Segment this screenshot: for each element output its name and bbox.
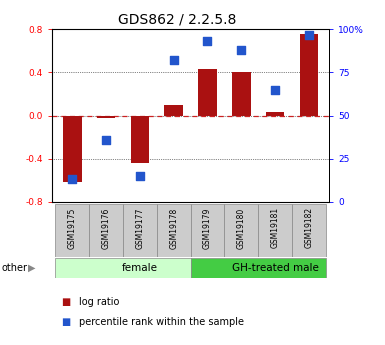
Text: other: other bbox=[2, 263, 28, 273]
Bar bbox=[232, 72, 251, 116]
Bar bbox=[97, 116, 116, 118]
Text: GSM19181: GSM19181 bbox=[271, 207, 280, 248]
Bar bbox=[300, 33, 318, 116]
Text: female: female bbox=[122, 263, 158, 273]
Text: GSM19180: GSM19180 bbox=[237, 207, 246, 248]
Bar bbox=[164, 105, 183, 116]
Point bbox=[69, 177, 75, 182]
Text: GSM19177: GSM19177 bbox=[136, 207, 144, 249]
Text: GSM19175: GSM19175 bbox=[68, 207, 77, 249]
Text: GSM19176: GSM19176 bbox=[102, 207, 110, 249]
Point bbox=[103, 137, 109, 142]
Bar bbox=[224, 204, 258, 257]
Text: log ratio: log ratio bbox=[79, 297, 119, 307]
Point bbox=[171, 58, 177, 63]
Text: GDS862 / 2.2.5.8: GDS862 / 2.2.5.8 bbox=[118, 12, 236, 26]
Text: ■: ■ bbox=[62, 317, 71, 327]
Bar bbox=[266, 112, 285, 116]
Bar bbox=[198, 69, 217, 116]
Point bbox=[272, 87, 278, 92]
Point bbox=[204, 39, 211, 44]
Bar bbox=[55, 204, 89, 257]
Point bbox=[137, 173, 143, 179]
Text: ■: ■ bbox=[62, 297, 71, 307]
Bar bbox=[157, 204, 191, 257]
Bar bbox=[89, 204, 123, 257]
Text: GSM19178: GSM19178 bbox=[169, 207, 178, 248]
Text: ▶: ▶ bbox=[28, 263, 35, 273]
Bar bbox=[123, 204, 157, 257]
Bar bbox=[55, 258, 191, 278]
Text: GSM19182: GSM19182 bbox=[305, 207, 313, 248]
Text: GSM19179: GSM19179 bbox=[203, 207, 212, 249]
Text: GH-treated male: GH-treated male bbox=[232, 263, 318, 273]
Bar bbox=[292, 204, 326, 257]
Text: percentile rank within the sample: percentile rank within the sample bbox=[79, 317, 244, 327]
Point bbox=[306, 32, 312, 37]
Bar bbox=[191, 204, 224, 257]
Bar bbox=[191, 258, 326, 278]
Bar bbox=[131, 116, 149, 163]
Point bbox=[238, 47, 244, 53]
Bar bbox=[258, 204, 292, 257]
Bar bbox=[63, 116, 82, 183]
